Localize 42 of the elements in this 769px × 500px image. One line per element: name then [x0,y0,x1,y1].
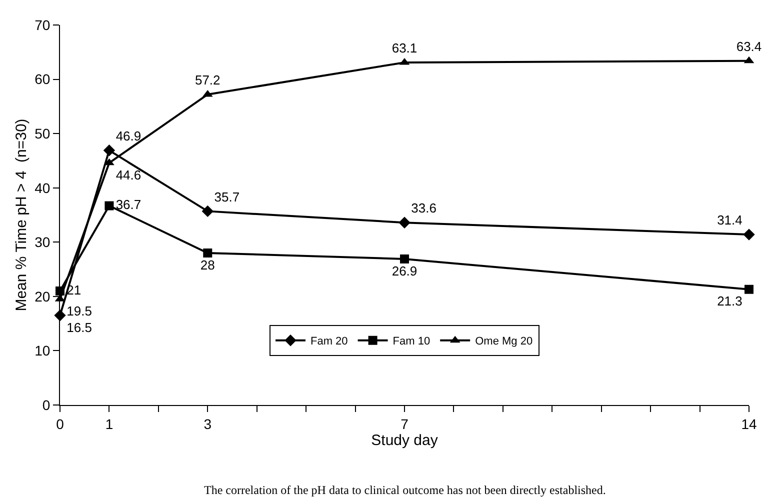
text: The correlation of the pH data to clinical outcome has not been directly established. [204,483,606,497]
legend-label: Ome Mg 20 [475,336,533,348]
data-label: 16.5 [66,320,92,335]
x-axis-title: Study day [371,432,438,449]
y-tick-label: 50 [34,125,50,142]
x-tick-label: 0 [56,416,64,432]
x-tick-label: 7 [400,416,409,432]
point [104,201,114,210]
y-tick-label: 30 [34,234,50,250]
y-tick-label: 20 [34,288,50,304]
data-label: 57.2 [194,72,220,88]
data-label: 19.5 [66,304,92,319]
point [203,248,212,258]
data-label: 44.6 [116,167,142,182]
point [104,158,114,166]
data-label: 63.1 [392,40,418,56]
x-tick-label: 1 [105,416,114,432]
y-tick-label: 60 [34,71,50,88]
data-label: 63.4 [736,38,762,54]
point [400,254,409,264]
y-tick-label: 10 [34,342,50,359]
point [743,228,755,240]
data-label: 21.3 [717,294,742,309]
point [202,205,214,218]
data-label: 31.4 [717,212,742,228]
y-tick-label: 0 [42,396,50,413]
point [103,144,116,156]
data-label: 33.6 [411,200,436,216]
x-tick-label: 3 [204,416,212,432]
y-tick-label: 70 [34,16,50,33]
data-label: 46.9 [116,128,142,144]
y-tick-label: 40 [34,180,50,196]
legend-label: Fam 20 [310,336,348,348]
y-axis-title: Mean % Time pH > 4 (n=30) [12,118,30,312]
point [744,284,754,294]
legend-label: Fam 10 [392,336,430,348]
data-label: 36.7 [116,197,142,212]
data-label: 35.7 [214,189,240,204]
data-label: 26.9 [392,263,418,278]
point [398,216,410,228]
data-label: 28 [200,257,215,272]
x-tick-label: 14 [741,416,757,432]
